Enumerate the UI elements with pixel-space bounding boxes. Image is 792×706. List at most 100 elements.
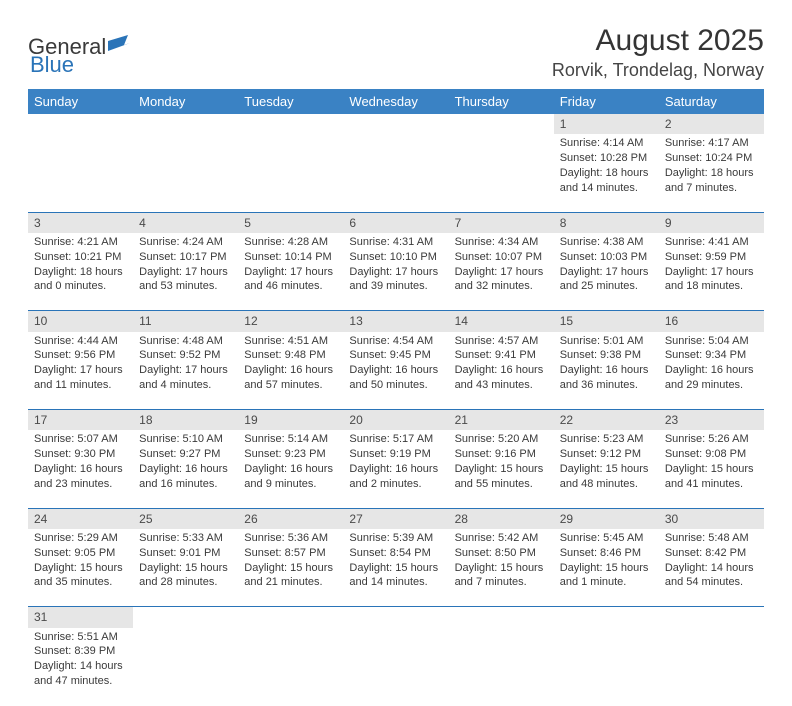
sunrise-text: Sunrise: 5:10 AM xyxy=(139,432,232,447)
day-number-cell: 7 xyxy=(449,212,554,233)
day-number-cell xyxy=(449,114,554,134)
day-number-row: 3456789 xyxy=(28,212,764,233)
day-cell xyxy=(238,134,343,212)
day-cell: Sunrise: 4:48 AMSunset: 9:52 PMDaylight:… xyxy=(133,332,238,410)
daylight-text: Daylight: 15 hours and 48 minutes. xyxy=(560,462,653,492)
sunrise-text: Sunrise: 5:51 AM xyxy=(34,630,127,645)
sunrise-text: Sunrise: 5:26 AM xyxy=(665,432,758,447)
weekday-header: Sunday xyxy=(28,89,133,114)
day-cell-body: Sunrise: 4:51 AMSunset: 9:48 PMDaylight:… xyxy=(238,332,343,397)
weekday-header: Tuesday xyxy=(238,89,343,114)
sunset-text: Sunset: 9:01 PM xyxy=(139,546,232,561)
day-number-cell: 15 xyxy=(554,311,659,332)
month-title: August 2025 xyxy=(552,24,764,58)
daylight-text: Daylight: 18 hours and 14 minutes. xyxy=(560,166,653,196)
day-number-cell xyxy=(133,114,238,134)
day-cell-body: Sunrise: 4:54 AMSunset: 9:45 PMDaylight:… xyxy=(343,332,448,397)
day-cell-body: Sunrise: 4:24 AMSunset: 10:17 PMDaylight… xyxy=(133,233,238,298)
day-number-cell xyxy=(343,607,448,628)
day-cell-body: Sunrise: 5:29 AMSunset: 9:05 PMDaylight:… xyxy=(28,529,133,594)
day-number-cell: 10 xyxy=(28,311,133,332)
sunrise-text: Sunrise: 4:38 AM xyxy=(560,235,653,250)
daylight-text: Daylight: 16 hours and 43 minutes. xyxy=(455,363,548,393)
day-number-cell: 13 xyxy=(343,311,448,332)
day-cell-body: Sunrise: 5:17 AMSunset: 9:19 PMDaylight:… xyxy=(343,430,448,495)
sunrise-text: Sunrise: 5:07 AM xyxy=(34,432,127,447)
day-cell-body: Sunrise: 4:28 AMSunset: 10:14 PMDaylight… xyxy=(238,233,343,298)
daylight-text: Daylight: 18 hours and 7 minutes. xyxy=(665,166,758,196)
sunset-text: Sunset: 8:42 PM xyxy=(665,546,758,561)
week-row: Sunrise: 4:21 AMSunset: 10:21 PMDaylight… xyxy=(28,233,764,311)
sunrise-text: Sunrise: 5:04 AM xyxy=(665,334,758,349)
sunset-text: Sunset: 10:17 PM xyxy=(139,250,232,265)
logo-text-blue: Blue xyxy=(30,52,74,78)
day-cell xyxy=(343,628,448,706)
day-number-cell: 2 xyxy=(659,114,764,134)
daylight-text: Daylight: 16 hours and 9 minutes. xyxy=(244,462,337,492)
sunset-text: Sunset: 9:45 PM xyxy=(349,348,442,363)
day-cell-body: Sunrise: 4:41 AMSunset: 9:59 PMDaylight:… xyxy=(659,233,764,298)
daylight-text: Daylight: 15 hours and 1 minute. xyxy=(560,561,653,591)
day-number-cell: 31 xyxy=(28,607,133,628)
daylight-text: Daylight: 15 hours and 7 minutes. xyxy=(455,561,548,591)
daylight-text: Daylight: 16 hours and 50 minutes. xyxy=(349,363,442,393)
weekday-header: Friday xyxy=(554,89,659,114)
sunrise-text: Sunrise: 5:17 AM xyxy=(349,432,442,447)
sunrise-text: Sunrise: 5:36 AM xyxy=(244,531,337,546)
daylight-text: Daylight: 16 hours and 57 minutes. xyxy=(244,363,337,393)
day-cell-body: Sunrise: 4:34 AMSunset: 10:07 PMDaylight… xyxy=(449,233,554,298)
sunset-text: Sunset: 9:56 PM xyxy=(34,348,127,363)
sunset-text: Sunset: 8:46 PM xyxy=(560,546,653,561)
day-cell: Sunrise: 5:51 AMSunset: 8:39 PMDaylight:… xyxy=(28,628,133,706)
sunrise-text: Sunrise: 4:51 AM xyxy=(244,334,337,349)
day-number-cell: 17 xyxy=(28,410,133,431)
sunrise-text: Sunrise: 4:17 AM xyxy=(665,136,758,151)
day-number-row: 31 xyxy=(28,607,764,628)
day-number-cell xyxy=(238,607,343,628)
daylight-text: Daylight: 15 hours and 35 minutes. xyxy=(34,561,127,591)
sunrise-text: Sunrise: 4:21 AM xyxy=(34,235,127,250)
daylight-text: Daylight: 15 hours and 21 minutes. xyxy=(244,561,337,591)
day-cell: Sunrise: 4:17 AMSunset: 10:24 PMDaylight… xyxy=(659,134,764,212)
weekday-header: Monday xyxy=(133,89,238,114)
day-cell-body: Sunrise: 5:23 AMSunset: 9:12 PMDaylight:… xyxy=(554,430,659,495)
day-number-cell: 8 xyxy=(554,212,659,233)
sunset-text: Sunset: 9:12 PM xyxy=(560,447,653,462)
week-row: Sunrise: 4:14 AMSunset: 10:28 PMDaylight… xyxy=(28,134,764,212)
sunset-text: Sunset: 9:05 PM xyxy=(34,546,127,561)
sunset-text: Sunset: 8:54 PM xyxy=(349,546,442,561)
sunset-text: Sunset: 10:14 PM xyxy=(244,250,337,265)
sunset-text: Sunset: 8:39 PM xyxy=(34,644,127,659)
sunset-text: Sunset: 10:28 PM xyxy=(560,151,653,166)
sunrise-text: Sunrise: 5:42 AM xyxy=(455,531,548,546)
sunset-text: Sunset: 9:30 PM xyxy=(34,447,127,462)
sunset-text: Sunset: 9:48 PM xyxy=(244,348,337,363)
day-cell: Sunrise: 5:45 AMSunset: 8:46 PMDaylight:… xyxy=(554,529,659,607)
day-number-cell: 25 xyxy=(133,508,238,529)
day-number-cell: 14 xyxy=(449,311,554,332)
sunrise-text: Sunrise: 4:31 AM xyxy=(349,235,442,250)
day-number-cell: 30 xyxy=(659,508,764,529)
day-number-cell xyxy=(554,607,659,628)
day-cell xyxy=(28,134,133,212)
day-cell: Sunrise: 5:29 AMSunset: 9:05 PMDaylight:… xyxy=(28,529,133,607)
calendar-table: Sunday Monday Tuesday Wednesday Thursday… xyxy=(28,89,764,706)
day-cell-body: Sunrise: 5:48 AMSunset: 8:42 PMDaylight:… xyxy=(659,529,764,594)
sunset-text: Sunset: 9:23 PM xyxy=(244,447,337,462)
weekday-header: Wednesday xyxy=(343,89,448,114)
sunrise-text: Sunrise: 5:33 AM xyxy=(139,531,232,546)
sunset-text: Sunset: 9:59 PM xyxy=(665,250,758,265)
day-cell-body: Sunrise: 5:26 AMSunset: 9:08 PMDaylight:… xyxy=(659,430,764,495)
daylight-text: Daylight: 17 hours and 53 minutes. xyxy=(139,265,232,295)
day-number-cell: 20 xyxy=(343,410,448,431)
day-number-cell xyxy=(449,607,554,628)
day-number-cell xyxy=(659,607,764,628)
day-cell: Sunrise: 4:14 AMSunset: 10:28 PMDaylight… xyxy=(554,134,659,212)
day-cell xyxy=(133,134,238,212)
sunset-text: Sunset: 10:10 PM xyxy=(349,250,442,265)
day-number-cell: 4 xyxy=(133,212,238,233)
day-number-cell: 21 xyxy=(449,410,554,431)
sunrise-text: Sunrise: 4:14 AM xyxy=(560,136,653,151)
sunset-text: Sunset: 10:24 PM xyxy=(665,151,758,166)
sunset-text: Sunset: 9:41 PM xyxy=(455,348,548,363)
